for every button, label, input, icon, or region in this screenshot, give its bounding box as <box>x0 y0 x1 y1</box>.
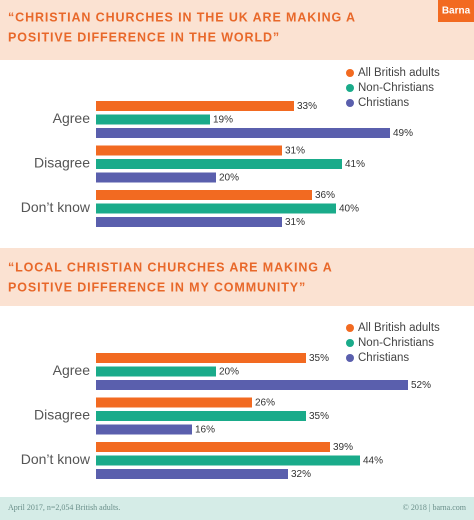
title-band <box>0 0 474 60</box>
chart-title: POSITIVE DIFFERENCE IN MY COMMUNITY” <box>8 280 306 294</box>
bar <box>96 190 312 200</box>
chart-title: POSITIVE DIFFERENCE IN THE WORLD” <box>8 30 280 44</box>
bar <box>96 455 360 466</box>
value-label: 16% <box>195 425 215 436</box>
bar <box>96 172 216 183</box>
value-label: 36% <box>315 190 335 201</box>
bar <box>96 469 288 479</box>
legend-swatch <box>346 99 354 107</box>
category-label: Disagree <box>34 407 90 423</box>
legend-swatch <box>346 354 354 362</box>
title-band <box>0 248 474 306</box>
category-label: Agree <box>53 362 91 378</box>
bar <box>96 217 282 227</box>
bar <box>96 411 306 421</box>
legend-label: Christians <box>358 352 409 364</box>
bar <box>96 128 390 138</box>
chart-title: “LOCAL CHRISTIAN CHURCHES ARE MAKING A <box>8 260 333 274</box>
bar <box>96 424 192 435</box>
bar <box>96 159 342 169</box>
footer-note: April 2017, n=2,054 British adults. <box>8 503 120 512</box>
bar <box>96 366 216 377</box>
bar <box>96 442 330 452</box>
legend-label: All British adults <box>358 67 440 79</box>
value-label: 35% <box>309 411 329 422</box>
bar <box>96 114 210 125</box>
value-label: 52% <box>411 380 431 391</box>
value-label: 20% <box>219 367 239 378</box>
logo-box <box>438 0 474 22</box>
category-label: Don’t know <box>21 451 91 467</box>
legend-label: Non-Christians <box>358 337 434 349</box>
value-label: 39% <box>333 442 353 453</box>
legend-swatch <box>346 69 354 77</box>
bar <box>96 380 408 390</box>
legend-swatch <box>346 84 354 92</box>
chart-title: “CHRISTIAN CHURCHES IN THE UK ARE MAKING… <box>8 10 356 24</box>
value-label: 40% <box>339 204 359 215</box>
value-label: 35% <box>309 353 329 364</box>
value-label: 41% <box>345 159 365 170</box>
logo: Barna <box>442 6 471 17</box>
footer-credit: © 2018 | barna.com <box>403 503 467 512</box>
legend-label: All British adults <box>358 322 440 334</box>
value-label: 26% <box>255 398 275 409</box>
value-label: 31% <box>285 146 305 157</box>
value-label: 32% <box>291 469 311 480</box>
legend-label: Christians <box>358 97 409 109</box>
value-label: 49% <box>393 128 413 139</box>
legend-label: Non-Christians <box>358 82 434 94</box>
value-label: 31% <box>285 217 305 228</box>
category-label: Don’t know <box>21 199 91 215</box>
bar <box>96 397 252 408</box>
footer-band <box>0 497 474 520</box>
bar <box>96 203 336 214</box>
value-label: 20% <box>219 173 239 184</box>
category-label: Agree <box>53 110 91 126</box>
bar <box>96 145 282 156</box>
bar <box>96 101 294 111</box>
legend-swatch <box>346 324 354 332</box>
value-label: 44% <box>363 456 383 467</box>
value-label: 33% <box>297 101 317 112</box>
bar <box>96 353 306 363</box>
value-label: 19% <box>213 115 233 126</box>
category-label: Disagree <box>34 155 90 171</box>
legend-swatch <box>346 339 354 347</box>
